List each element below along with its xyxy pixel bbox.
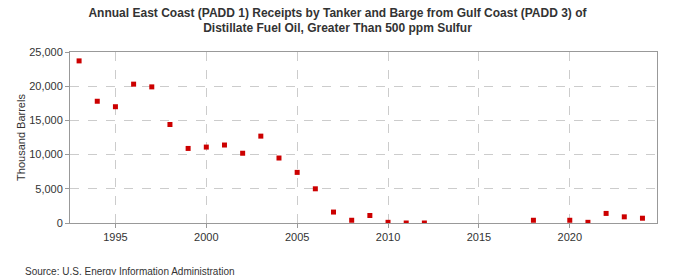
svg-text:2010: 2010 bbox=[376, 231, 400, 243]
svg-text:Annual East Coast (PADD 1) Rec: Annual East Coast (PADD 1) Receipts by T… bbox=[88, 6, 587, 36]
svg-text:2015: 2015 bbox=[467, 231, 491, 243]
svg-text:20,000: 20,000 bbox=[29, 80, 63, 92]
svg-text:5,000: 5,000 bbox=[35, 183, 63, 195]
svg-text:10,000: 10,000 bbox=[29, 148, 63, 160]
svg-text:15,000: 15,000 bbox=[29, 114, 63, 126]
svg-text:2020: 2020 bbox=[558, 231, 582, 243]
svg-text:Thousand Barrels: Thousand Barrels bbox=[15, 94, 27, 181]
svg-text:2000: 2000 bbox=[194, 231, 218, 243]
svg-text:1995: 1995 bbox=[103, 231, 127, 243]
svg-text:25,000: 25,000 bbox=[29, 46, 63, 58]
svg-text:0: 0 bbox=[57, 217, 63, 229]
svg-text:Source: U.S. Energy Informatio: Source: U.S. Energy Information Administ… bbox=[25, 266, 235, 275]
svg-text:2005: 2005 bbox=[285, 231, 309, 243]
